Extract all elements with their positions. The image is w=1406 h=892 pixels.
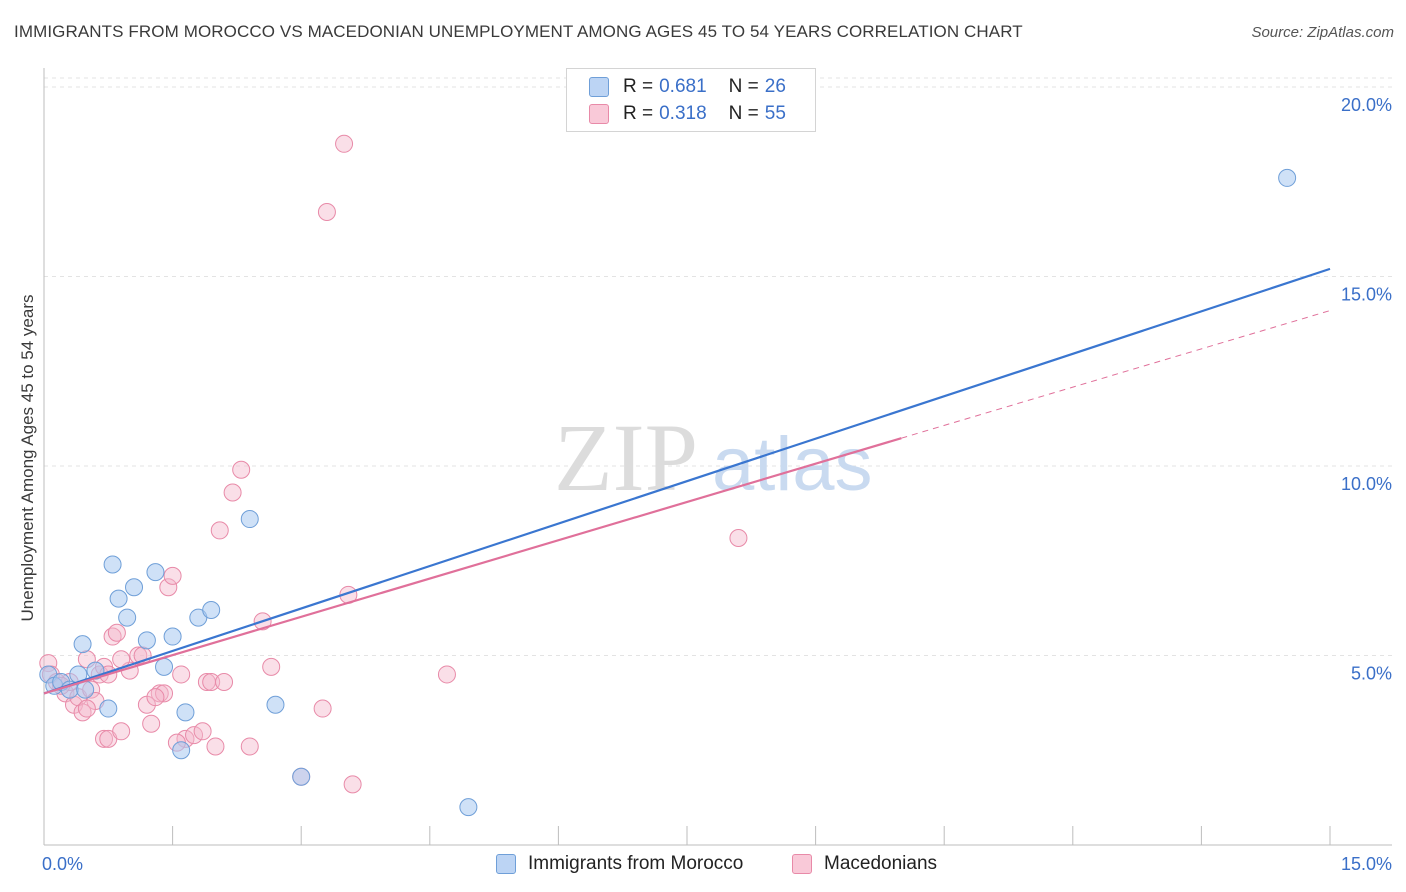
bottom-legend-label-morocco: Immigrants from Morocco xyxy=(528,853,744,874)
axes xyxy=(43,68,1392,846)
macedonians-point xyxy=(185,726,204,745)
macedonians-point xyxy=(210,521,229,540)
macedonians-point xyxy=(159,578,178,597)
legend-n-value: 55 xyxy=(764,103,786,124)
morocco-point xyxy=(155,657,174,676)
morocco-point xyxy=(125,578,144,597)
morocco-point xyxy=(202,601,221,620)
source-label: Source: ZipAtlas.com xyxy=(1251,24,1394,41)
legend-n-label: N = xyxy=(728,76,759,97)
macedonians-point xyxy=(232,460,251,479)
trend-lines xyxy=(43,267,1331,695)
morocco-point xyxy=(459,798,478,817)
macedonians-point xyxy=(142,714,161,733)
macedonians-point xyxy=(215,673,234,692)
legend-n-label: N = xyxy=(728,103,759,124)
morocco-point xyxy=(240,510,259,529)
x-tick-label: 0.0% xyxy=(42,854,83,874)
morocco-trend-line xyxy=(43,267,1331,695)
macedonians-point xyxy=(317,203,336,222)
morocco-point xyxy=(118,608,137,627)
y-axis-title: Unemployment Among Ages 45 to 54 years xyxy=(18,294,37,622)
macedonians-point xyxy=(437,665,456,684)
macedonians-point xyxy=(107,623,126,642)
macedonians-point xyxy=(206,737,225,756)
legend-r-label: R = xyxy=(623,103,654,124)
morocco-point xyxy=(73,635,92,654)
tick-labels: 5.0% 10.0% 15.0% 20.0% 0.0% 15.0% xyxy=(42,95,1392,874)
x-tick-label: 15.0% xyxy=(1341,854,1392,874)
morocco-point xyxy=(99,699,118,718)
legend-swatch-morocco xyxy=(589,77,609,97)
macedonians-point xyxy=(335,134,354,153)
macedonians-point xyxy=(155,684,174,703)
macedonians-point xyxy=(112,722,131,741)
y-tick-label: 10.0% xyxy=(1341,474,1392,494)
legend-n-value: 26 xyxy=(764,76,786,97)
macedonians-point xyxy=(193,722,212,741)
morocco-point xyxy=(103,555,122,574)
macedonians-point xyxy=(262,657,281,676)
morocco-point xyxy=(1278,168,1297,187)
legend-r-value: 0.681 xyxy=(659,76,707,97)
morocco-point xyxy=(172,741,191,760)
legend-swatch-macedonians xyxy=(589,104,609,124)
macedonians-point xyxy=(172,665,191,684)
morocco-point xyxy=(292,767,311,786)
legend-row-morocco: R = 0.681 N = 26 xyxy=(589,76,786,98)
watermark: ZIP atlas xyxy=(554,404,873,511)
macedonians-point xyxy=(146,688,165,707)
morocco-point xyxy=(266,695,285,714)
y-tick-label: 5.0% xyxy=(1351,663,1392,683)
morocco-point xyxy=(176,703,195,722)
legend-r-label: R = xyxy=(623,76,654,97)
morocco-point xyxy=(163,627,182,646)
y-tick-label: 15.0% xyxy=(1341,284,1392,304)
macedonians-point xyxy=(77,699,96,718)
bottom-legend-swatch-morocco xyxy=(496,854,516,874)
macedonians-point xyxy=(95,729,114,748)
morocco-point xyxy=(137,631,156,650)
bottom-legend-swatch-macedonians xyxy=(792,854,812,874)
y-tick-label: 20.0% xyxy=(1341,95,1392,115)
macedonians-point xyxy=(729,528,748,547)
morocco-point xyxy=(146,563,165,582)
macedonians-trend-line xyxy=(43,437,902,695)
macedonians-point xyxy=(313,699,332,718)
chart-title: IMMIGRANTS FROM MOROCCO VS MACEDONIAN UN… xyxy=(14,22,1023,41)
bottom-legend-morocco: Immigrants from Morocco xyxy=(496,852,743,876)
legend-r-value: 0.318 xyxy=(659,103,707,124)
macedonians-point xyxy=(343,775,362,794)
macedonians-trend-extension xyxy=(901,310,1331,439)
correlation-legend: R = 0.681 N = 26 R = 0.318 N = 55 xyxy=(566,68,816,132)
morocco-point xyxy=(109,589,128,608)
macedonians-point xyxy=(163,566,182,585)
bottom-legend-macedonians: Macedonians xyxy=(792,852,937,876)
gridlines xyxy=(44,77,1392,656)
bottom-legend-label-macedonians: Macedonians xyxy=(824,853,938,874)
legend-row-macedonians: R = 0.318 N = 55 xyxy=(589,103,786,125)
macedonians-point xyxy=(202,673,221,692)
watermark-zip: ZIP xyxy=(554,404,698,511)
macedonians-point xyxy=(223,483,242,502)
macedonians-point xyxy=(240,737,259,756)
